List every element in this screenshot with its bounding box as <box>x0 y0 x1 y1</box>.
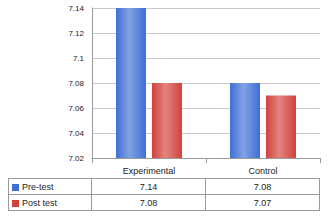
html-text:7.08: 7.08 <box>253 181 272 192</box>
html-text:7.08: 7.08 <box>139 197 158 208</box>
svg-text:Experimental: Experimental <box>123 166 176 176</box>
svg-text:Control: Control <box>248 166 277 176</box>
html-text:7.07: 7.07 <box>253 197 272 208</box>
svg-text:7.02: 7.02 <box>68 154 84 163</box>
svg-text:7.04: 7.04 <box>68 129 84 138</box>
html-text:Post test: Post test <box>22 197 57 208</box>
html-text:Pre-test: Pre-test <box>22 181 54 192</box>
svg-text:7.08: 7.08 <box>68 79 84 88</box>
html-text:7.14: 7.14 <box>139 181 158 192</box>
svg-text:7.1: 7.1 <box>73 54 85 63</box>
svg-text:7.14: 7.14 <box>68 4 84 13</box>
svg-text:7.06: 7.06 <box>68 104 84 113</box>
svg-text:7.12: 7.12 <box>68 29 84 38</box>
